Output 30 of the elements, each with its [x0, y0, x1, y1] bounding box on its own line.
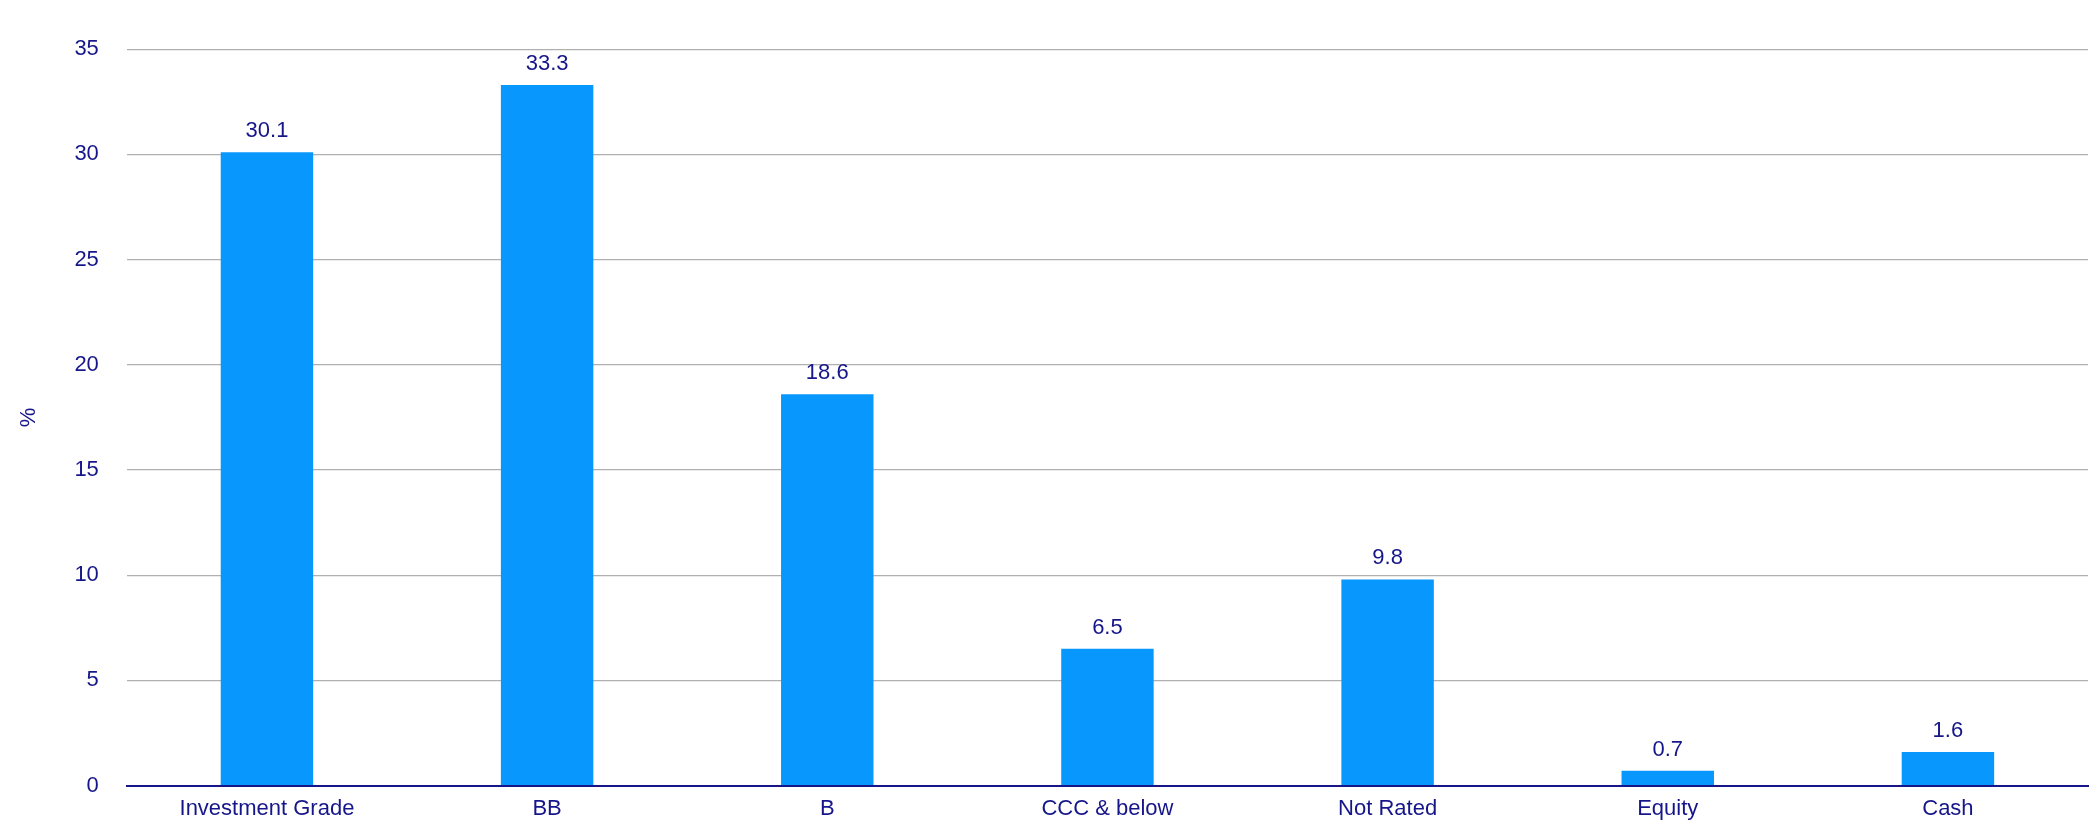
bar: [1621, 770, 1714, 785]
y-tick-label: 35: [74, 35, 99, 61]
y-tick-label: 25: [74, 245, 99, 271]
data-label: 30.1: [245, 117, 289, 143]
bar: [1341, 579, 1434, 785]
x-tick-label: B: [819, 794, 835, 820]
bar: [1901, 751, 1995, 785]
data-label: 6.5: [1092, 613, 1123, 639]
data-label: 1.6: [1932, 717, 1964, 742]
x-tick-label: CCC & below: [1041, 794, 1174, 820]
x-tick-label: Cash: [1922, 794, 1974, 820]
y-tick-label: 5: [86, 666, 99, 692]
y-tick-label: 15: [74, 456, 99, 482]
data-label: 9.8: [1372, 544, 1403, 570]
bar: [220, 152, 314, 785]
x-tick-label: Investment Grade: [179, 794, 355, 820]
y-tick-label: 0: [86, 771, 99, 797]
x-tick-label: Equity: [1637, 794, 1699, 820]
data-label: 0.7: [1652, 735, 1684, 761]
bar: [500, 84, 594, 785]
y-axis-title: %: [15, 407, 41, 428]
y-tick-label: 30: [74, 140, 99, 166]
data-label: 33.3: [525, 50, 569, 76]
y-tick-label: 20: [74, 350, 99, 376]
bar: [781, 394, 874, 785]
data-label: 18.6: [805, 359, 849, 385]
y-tick-label: 10: [74, 561, 99, 587]
x-tick-label: BB: [532, 794, 562, 820]
x-tick-label: Not Rated: [1338, 794, 1438, 820]
bar: [1061, 648, 1154, 785]
